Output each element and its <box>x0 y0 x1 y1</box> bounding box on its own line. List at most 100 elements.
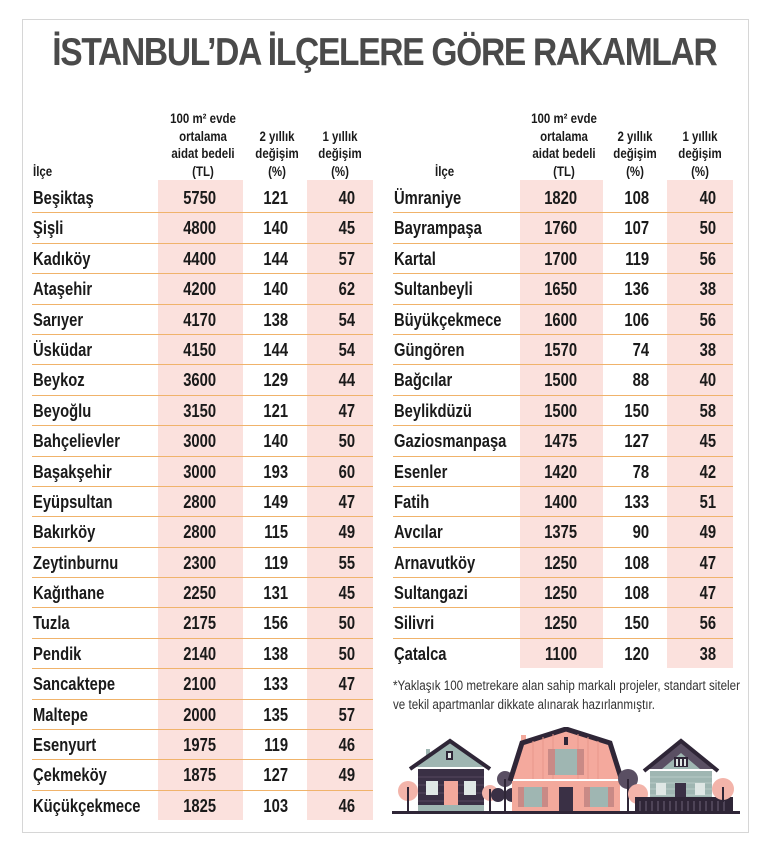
change1y-cell: 49 <box>338 522 355 543</box>
change1y-cell: 47 <box>699 583 716 604</box>
change2y-cell: 115 <box>264 522 288 543</box>
table-row: Sancaktepe 2100 133 47 <box>32 669 373 700</box>
change1y-cell: 42 <box>699 461 716 482</box>
fee-cell: 1825 <box>183 795 216 816</box>
fee-cell: 4800 <box>183 218 216 239</box>
table-row: Silivri 1250 150 56 <box>393 608 733 639</box>
header-change1y: 1 yıllık değişim (%) <box>678 127 722 179</box>
table-row: Başakşehir 3000 193 60 <box>32 457 373 487</box>
fee-cell: 2800 <box>183 522 216 543</box>
change2y-cell: 106 <box>624 309 649 330</box>
change1y-cell: 47 <box>338 674 355 695</box>
change2y-cell: 119 <box>264 735 288 756</box>
district-cell: Arnavutköy <box>394 552 476 573</box>
district-cell: Tuzla <box>33 613 70 634</box>
table-row: Bahçelievler 3000 140 50 <box>32 426 373 457</box>
district-cell: Şişli <box>33 218 64 239</box>
fee-column-highlight <box>520 180 603 668</box>
table-row: Büyükçekmece 1600 106 56 <box>393 305 733 335</box>
change2y-cell: 108 <box>624 552 649 573</box>
change2y-cell: 193 <box>263 461 288 482</box>
table-row: Çekmeköy 1875 127 49 <box>32 760 373 791</box>
table-row: Sultangazi 1250 108 47 <box>393 578 733 609</box>
table-header: İlçe 100 m² evde ortalama aidat bedeli (… <box>393 84 733 180</box>
table-row: Pendik 2140 138 50 <box>32 639 373 670</box>
district-cell: Eyüpsultan <box>33 491 113 512</box>
change1y-cell: 56 <box>699 248 716 269</box>
fee-cell: 1400 <box>544 491 577 512</box>
table-row: Gaziosmanpaşa 1475 127 45 <box>393 426 733 457</box>
fee-cell: 2300 <box>183 552 216 573</box>
header-fee: 100 m² evde ortalama aidat bedeli (TL) <box>531 110 597 179</box>
fee-cell: 3000 <box>183 431 216 452</box>
table-row: Esenyurt 1975 119 46 <box>32 730 373 761</box>
fee-cell: 2800 <box>183 491 216 512</box>
district-cell: Beşiktaş <box>33 188 94 208</box>
fee-cell: 4200 <box>183 279 216 300</box>
table-row: Sultanbeyli 1650 136 38 <box>393 274 733 305</box>
district-cell: Kağıthane <box>33 583 105 604</box>
table-row: Beylikdüzü 1500 150 58 <box>393 396 733 427</box>
right-table: İlçe 100 m² evde ortalama aidat bedeli (… <box>393 84 733 668</box>
change2y-cell: 108 <box>624 583 649 604</box>
change2y-cell: 74 <box>632 339 649 360</box>
fee-cell: 1250 <box>544 552 577 573</box>
table-body: Beşiktaş 5750 121 40 Şişli 4800 140 45 Kadıköy 44… <box>32 183 373 821</box>
district-cell: Avcılar <box>394 522 443 543</box>
header-change1y: 1 yıllık değişim (%) <box>318 127 362 179</box>
district-cell: Pendik <box>33 643 82 664</box>
fee-cell: 1760 <box>544 218 577 239</box>
change2y-cell: 107 <box>624 218 649 239</box>
change2y-cell: 120 <box>624 643 649 664</box>
table-row: Güngören 1570 74 38 <box>393 335 733 366</box>
district-cell: Zeytinburnu <box>33 552 119 573</box>
change1y-cell: 45 <box>699 431 716 452</box>
district-cell: Sultangazi <box>394 583 468 604</box>
table-row: Ümraniye 1820 108 40 <box>393 183 733 214</box>
header-change2y: 2 yıllık değişim (%) <box>255 127 299 179</box>
fee-cell: 2000 <box>183 704 216 725</box>
change1y-cell: 49 <box>699 522 716 543</box>
change2y-cell: 138 <box>263 309 288 330</box>
change1y-cell: 57 <box>338 248 355 269</box>
change2y-cell: 150 <box>624 613 649 634</box>
district-cell: Bahçelievler <box>33 431 120 452</box>
change1y-cell: 50 <box>338 613 355 634</box>
change1y-cell: 40 <box>699 370 716 391</box>
change1y-cell: 56 <box>699 613 716 634</box>
change2y-cell: 121 <box>263 188 288 208</box>
change2y-cell: 119 <box>264 552 288 573</box>
change1y-cell: 45 <box>338 583 355 604</box>
district-cell: Esenyurt <box>33 735 97 756</box>
change2y-cell: 133 <box>263 674 288 695</box>
district-cell: Kartal <box>394 248 436 269</box>
table-row: Maltepe 2000 135 57 <box>32 700 373 731</box>
change2y-cell: 119 <box>625 248 649 269</box>
change1y-cell: 38 <box>699 339 716 360</box>
table-row: Sarıyer 4170 138 54 <box>32 305 373 335</box>
change2y-cell: 133 <box>624 491 649 512</box>
table-row: Zeytinburnu 2300 119 55 <box>32 548 373 579</box>
district-cell: Güngören <box>394 339 465 360</box>
fee-cell: 2100 <box>183 674 216 695</box>
district-cell: Başakşehir <box>33 461 112 482</box>
fee-cell: 3600 <box>183 370 216 391</box>
change1y-cell: 46 <box>338 735 355 756</box>
change2y-cell: 103 <box>263 795 288 816</box>
change2y-cell: 156 <box>263 613 288 634</box>
change2y-cell: 90 <box>632 522 649 543</box>
district-cell: Bakırköy <box>33 522 96 543</box>
change2y-cell: 131 <box>263 583 288 604</box>
change1y-cell: 50 <box>338 431 355 452</box>
change1y-column-highlight <box>667 180 733 668</box>
district-cell: Ümraniye <box>394 188 462 208</box>
table-row: Bayrampaşa 1760 107 50 <box>393 213 733 244</box>
header-change2y: 2 yıllık değişim (%) <box>613 127 657 179</box>
fee-cell: 1100 <box>544 643 577 664</box>
change1y-cell: 58 <box>699 400 716 421</box>
header-district: İlçe <box>435 162 455 179</box>
change1y-cell: 55 <box>338 552 355 573</box>
district-cell: Beykoz <box>33 370 85 391</box>
table-row: Bağcılar 1500 88 40 <box>393 365 733 396</box>
change1y-cell: 49 <box>338 765 355 786</box>
